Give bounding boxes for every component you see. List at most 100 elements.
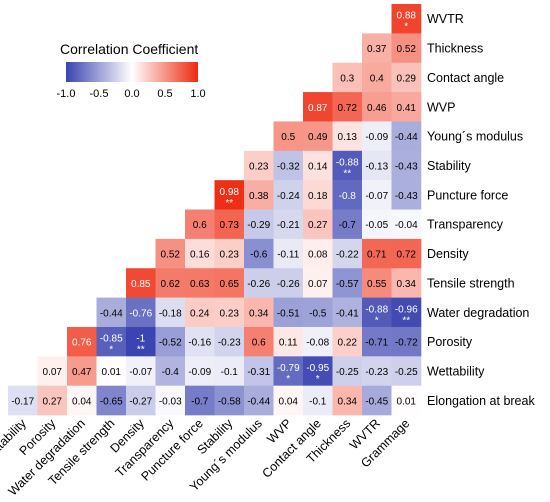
cell-value-label: -0.07 <box>365 191 388 202</box>
heatmap-cell <box>362 92 392 122</box>
heatmap-cell <box>391 62 422 93</box>
cell-value-label: -0.26 <box>277 279 300 290</box>
heatmap-cell <box>391 209 422 240</box>
cell-value-label: 0.98 <box>220 187 240 198</box>
cell-value-label: 0.01 <box>397 396 417 407</box>
cell-value-label: 0.27 <box>43 396 63 407</box>
cell-value-label: 0.49 <box>308 132 328 143</box>
heatmap-cell <box>332 121 363 152</box>
row-label: Contact angle <box>427 71 504 85</box>
heatmap-cell <box>391 92 422 122</box>
cell-value-label: -0.95 <box>306 363 329 374</box>
legend-tick-label: 0.5 <box>157 88 172 100</box>
heatmap-cell <box>126 385 156 416</box>
heatmap-cell <box>303 326 333 357</box>
heatmap-cell <box>126 356 156 386</box>
cell-value-label: -1 <box>136 334 145 345</box>
row-label: Water degradation <box>427 306 529 320</box>
heatmap-cell <box>391 150 422 181</box>
heatmap-cell <box>332 238 363 269</box>
heatmap-cell <box>185 356 215 386</box>
row-label: WVP <box>427 100 455 114</box>
cell-value-label: 0.14 <box>308 161 328 172</box>
heatmap-cell <box>214 238 245 269</box>
cell-value-label: 0.11 <box>279 338 298 349</box>
heatmap-cell <box>273 180 304 210</box>
cell-value-label: -0.09 <box>188 367 211 378</box>
heatmap-cell <box>244 326 274 357</box>
heatmap-cell <box>391 326 422 357</box>
heatmap-cell <box>362 150 392 181</box>
significance-mark: ** <box>343 168 351 179</box>
cell-value-label: 0.07 <box>43 367 63 378</box>
heatmap-cell <box>303 356 333 386</box>
cell-value-label: 0.07 <box>308 279 328 290</box>
cell-value-label: 0.18 <box>308 191 328 202</box>
heatmap-cell <box>244 180 274 210</box>
cell-value-label: 0.04 <box>279 396 299 407</box>
heatmap-cell <box>391 4 422 34</box>
cell-value-label: -0.04 <box>395 220 418 231</box>
cell-value-label: -0.23 <box>218 338 241 349</box>
heatmap-cell <box>332 268 363 298</box>
heatmap-cell <box>391 356 422 386</box>
heatmap-cell <box>273 121 304 152</box>
cell-value-label: -0.21 <box>277 220 300 231</box>
row-label: Young´s modulus <box>427 130 523 144</box>
heatmap-cell <box>155 356 186 386</box>
cell-value-label: 0.4 <box>370 73 384 84</box>
significance-mark: * <box>375 315 379 326</box>
cell-value-label: -0.5 <box>309 308 327 319</box>
heatmap-cell <box>214 209 245 240</box>
heatmap-cell <box>244 150 274 181</box>
cell-value-label: -0.09 <box>365 132 388 143</box>
cell-value-label: -0.29 <box>247 220 270 231</box>
heatmap-cell <box>37 385 68 416</box>
heatmap-cell <box>244 297 274 328</box>
cell-value-label: 0.34 <box>249 308 269 319</box>
heatmap-cell <box>37 356 68 386</box>
cell-value-label: 0.23 <box>220 250 240 261</box>
legend-tick-label: 0.0 <box>124 88 139 100</box>
row-label: Tensile strength <box>427 276 515 290</box>
significance-mark: * <box>316 374 320 385</box>
cell-value-label: 0.23 <box>220 308 240 319</box>
cell-value-label: -0.26 <box>247 279 270 290</box>
heatmap-cell <box>214 180 245 210</box>
heatmap-cell <box>303 180 333 210</box>
heatmap-cell <box>303 92 333 122</box>
legend-title: Correlation Coefficient <box>60 41 198 57</box>
cell-value-label: -0.44 <box>247 396 270 407</box>
heatmap-cell <box>214 297 245 328</box>
significance-mark: * <box>404 22 408 33</box>
heatmap-cell <box>67 326 97 357</box>
significance-mark: ** <box>402 315 410 326</box>
cell-value-label: -0.25 <box>336 367 359 378</box>
cell-value-label: 0.41 <box>397 103 417 114</box>
heatmap-cell <box>244 268 274 298</box>
cell-value-label: 0.47 <box>72 367 92 378</box>
cell-value-label: 0.87 <box>308 103 328 114</box>
row-label: Density <box>427 247 469 261</box>
heatmap-cell <box>126 297 156 328</box>
heatmap-cell <box>8 385 38 416</box>
cell-value-label: 0.6 <box>252 338 266 349</box>
heatmap-cell <box>391 385 422 416</box>
heatmap-cell <box>332 180 363 210</box>
row-label: Stability <box>427 159 472 173</box>
heatmap-cell <box>126 268 156 298</box>
heatmap-cell <box>362 356 392 386</box>
heatmap-cell <box>273 268 304 298</box>
row-label: Thickness <box>427 42 483 56</box>
heatmap-cell <box>362 297 392 328</box>
cell-value-label: -0.1 <box>309 396 327 407</box>
cell-value-label: 0.62 <box>161 279 181 290</box>
significance-mark: ** <box>137 345 145 356</box>
legend-tick-label: -1.0 <box>57 88 76 100</box>
cell-value-label: -0.05 <box>365 220 388 231</box>
cell-value-label: 0.38 <box>249 191 269 202</box>
heatmap-cell <box>155 268 186 298</box>
heatmap-cell <box>96 356 127 386</box>
cell-value-label: -0.08 <box>306 338 329 349</box>
